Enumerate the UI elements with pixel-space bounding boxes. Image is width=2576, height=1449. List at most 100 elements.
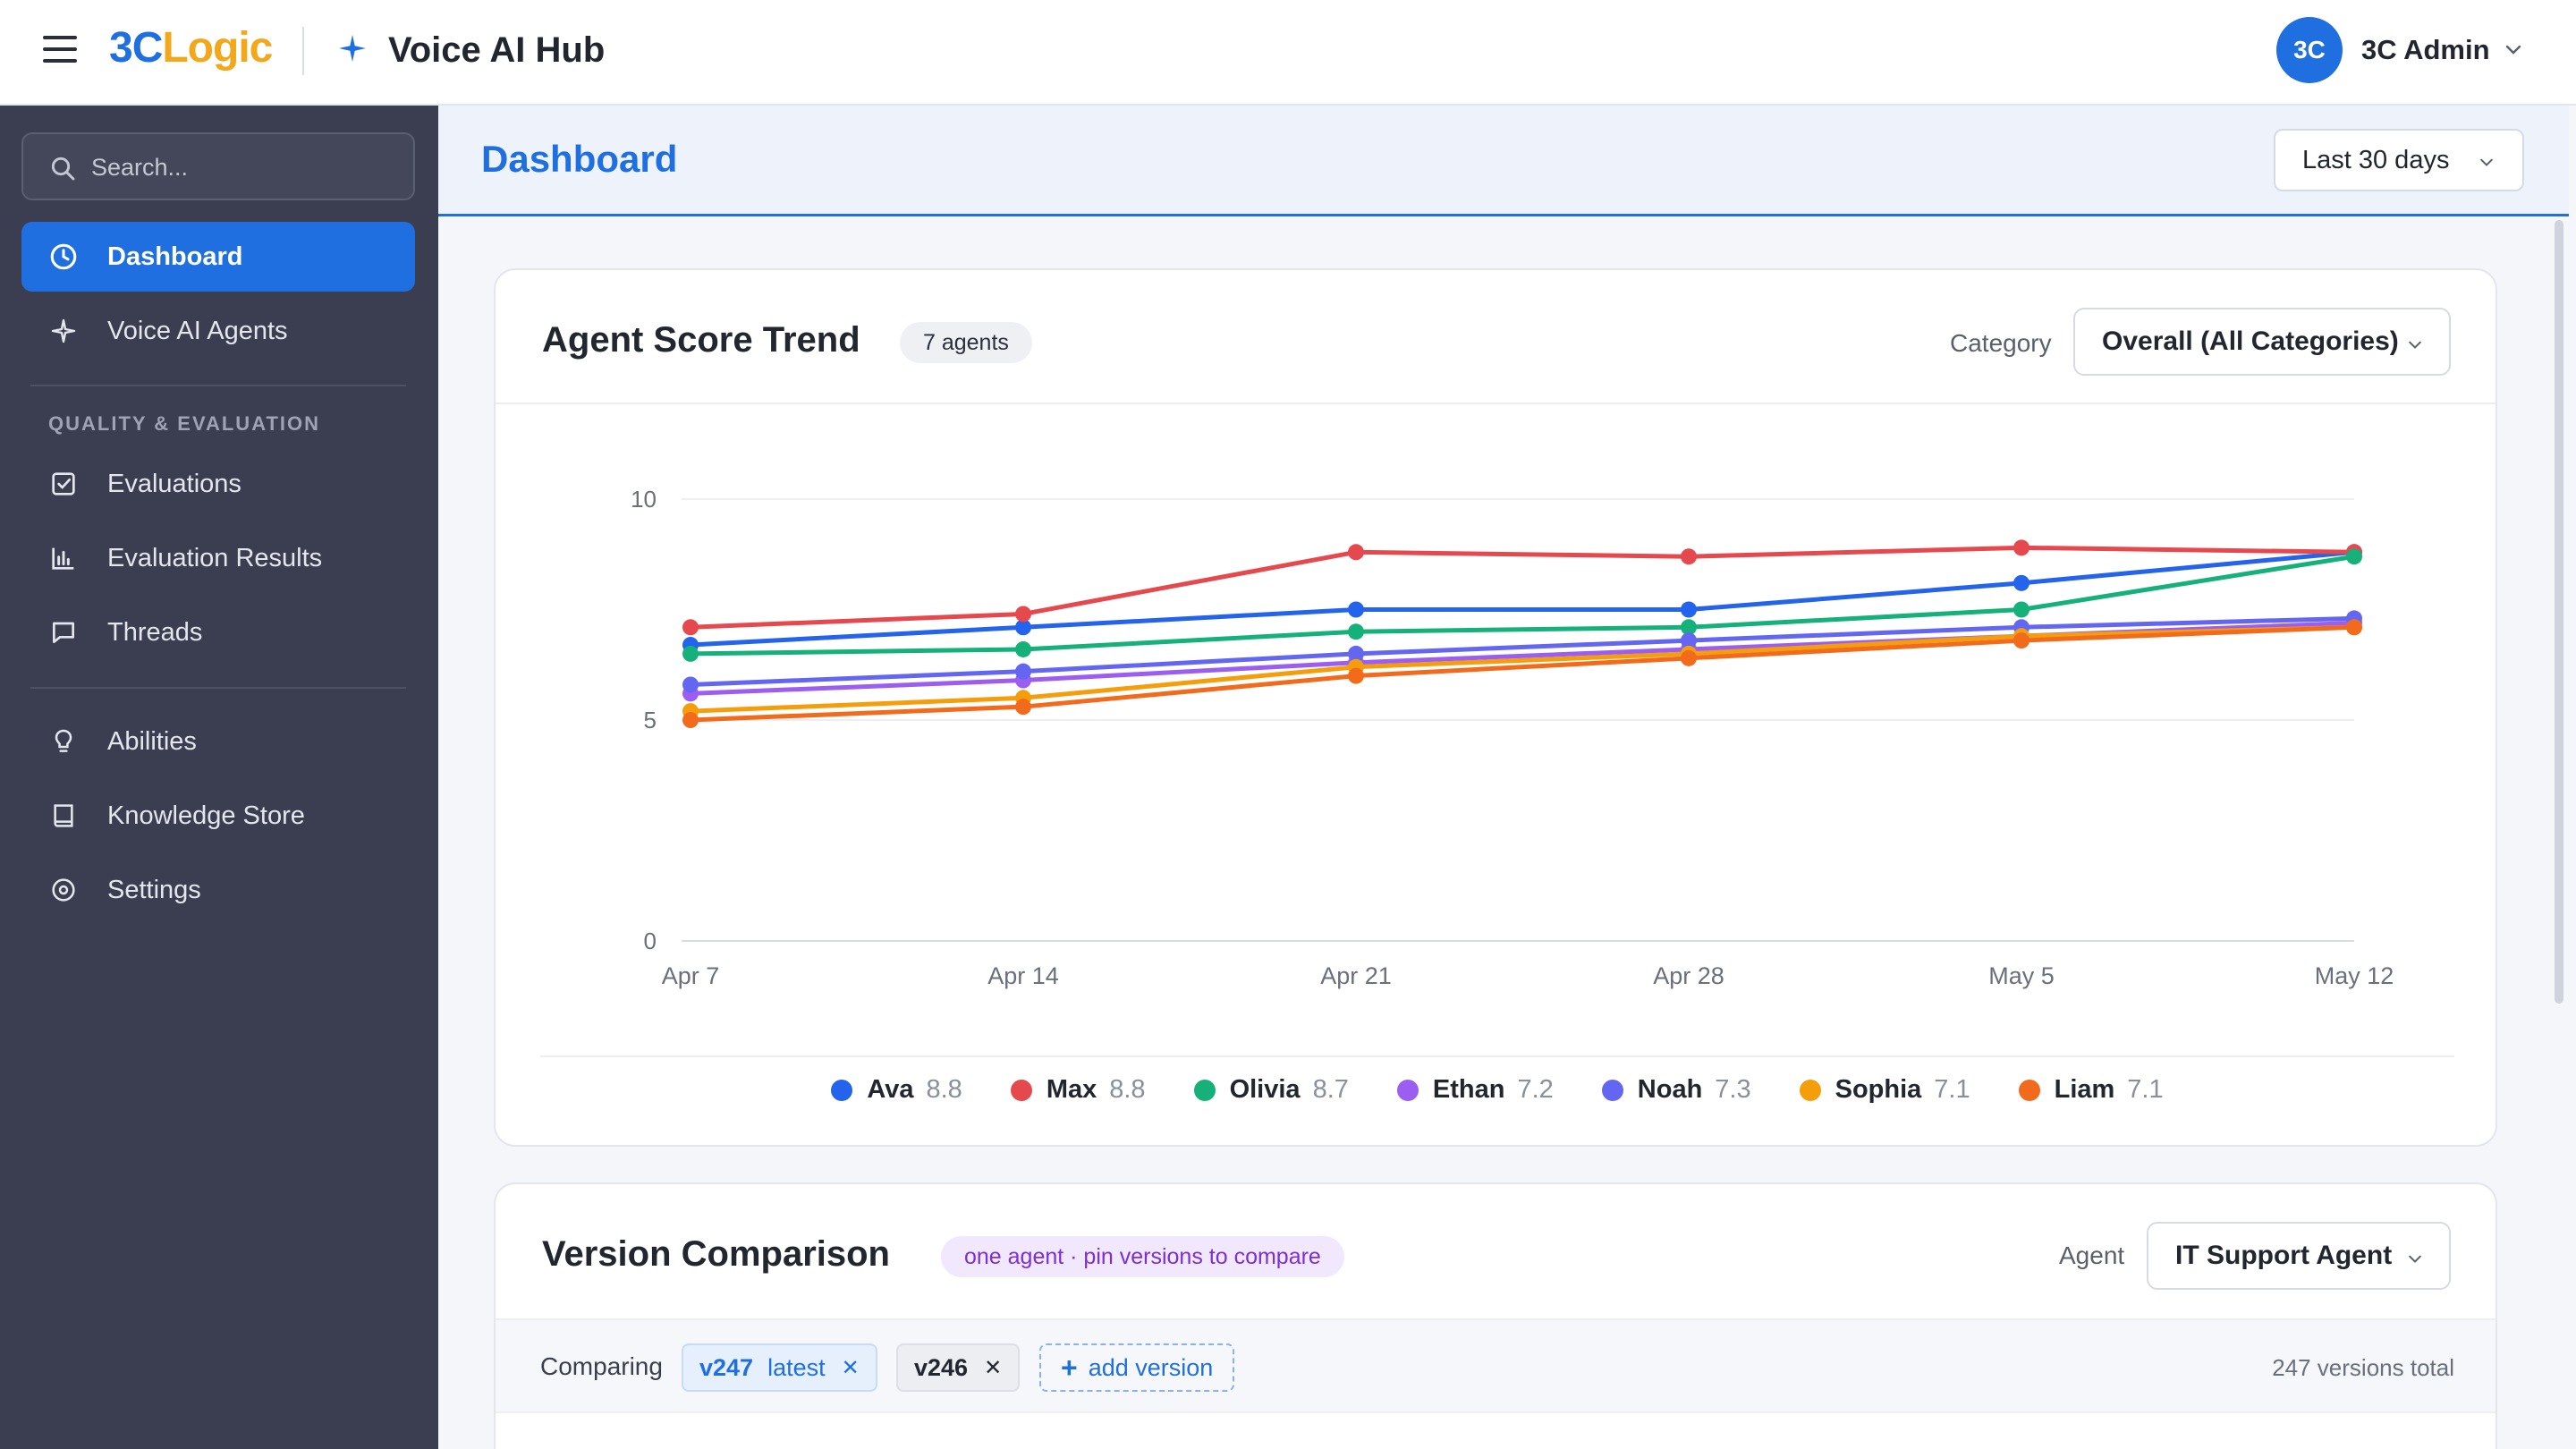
add-version-button[interactable]: + add version <box>1039 1343 1235 1392</box>
sidebar-item-settings[interactable]: Settings <box>21 855 415 925</box>
legend-item-sophia[interactable]: Sophia 7.1 <box>1799 1075 1970 1105</box>
card-title: Agent Score Trend <box>542 320 860 360</box>
hamburger-menu-icon[interactable] <box>43 36 77 64</box>
settings-icon <box>47 873 80 907</box>
chevron-down-icon[interactable] <box>2503 39 2524 61</box>
sidebar-item-label: Abilities <box>107 726 197 756</box>
score-trend-chart: 0 5 10 Apr 7 Apr 14 Apr 21 Apr 28 May 5 May 12 <box>631 486 2394 989</box>
legend-name: Liam <box>2054 1075 2115 1104</box>
scrollbar[interactable] <box>2555 220 2563 1004</box>
close-icon[interactable]: ✕ <box>984 1355 1003 1380</box>
legend-value: 7.1 <box>2127 1075 2164 1104</box>
date-range-select[interactable]: Last 30 days <box>2274 129 2524 191</box>
data-point-max <box>1681 548 1697 565</box>
y-tick-label: 0 <box>644 928 657 954</box>
close-icon[interactable]: ✕ <box>841 1355 860 1380</box>
chevron-down-icon <box>2409 1255 2421 1263</box>
sidebar-item-threads[interactable]: Threads <box>21 597 415 667</box>
brand-logo[interactable]: 3CLogic <box>109 24 273 72</box>
legend-item-noah[interactable]: Noah 7.3 <box>1601 1075 1751 1105</box>
legend-item-ethan[interactable]: Ethan 7.2 <box>1396 1075 1554 1105</box>
sidebar-item-label: Threads <box>107 617 203 647</box>
user-avatar[interactable]: 3C <box>2276 17 2343 83</box>
sidebar-item-knowledge-store[interactable]: Knowledge Store <box>21 781 415 851</box>
y-tick-label: 5 <box>644 707 657 733</box>
legend-value: 7.3 <box>1715 1075 1751 1104</box>
book-icon <box>47 799 80 833</box>
x-tick-label: Apr 28 <box>1653 962 1724 989</box>
chevron-down-icon <box>2409 341 2421 349</box>
legend-name: Ava <box>867 1075 914 1104</box>
data-point-liam <box>2013 632 2029 649</box>
data-point-liam <box>1348 667 1364 684</box>
legend-value: 8.8 <box>926 1075 962 1104</box>
search-input[interactable] <box>91 147 395 188</box>
data-point-max <box>682 619 699 636</box>
data-point-ava <box>1681 601 1697 618</box>
y-tick-label: 10 <box>631 486 657 513</box>
chevron-down-icon <box>2480 158 2493 166</box>
legend-dot <box>1193 1079 1216 1101</box>
card-title: Version Comparison <box>542 1234 890 1274</box>
data-point-liam <box>1015 699 1031 716</box>
agent-select[interactable]: IT Support Agent <box>2147 1222 2451 1290</box>
legend-dot <box>2018 1079 2040 1101</box>
sidebar-item-label: Evaluations <box>107 469 242 498</box>
top-bar: 3CLogic Voice AI Hub 3C 3C Admin <box>0 0 2576 106</box>
legend-item-max[interactable]: Max 8.8 <box>1010 1075 1146 1105</box>
user-name[interactable]: 3C Admin <box>2361 34 2490 65</box>
agent-value: IT Support Agent <box>2175 1241 2393 1270</box>
x-tick-label: Apr 21 <box>1320 962 1392 989</box>
legend-item-liam[interactable]: Liam 7.1 <box>2018 1075 2164 1105</box>
sidebar-item-evaluations[interactable]: Evaluations <box>21 449 415 519</box>
app-title: Voice AI Hub <box>388 30 606 70</box>
version-chip-v246[interactable]: v246 ✕ <box>896 1343 1021 1392</box>
data-point-liam <box>682 712 699 728</box>
sidebar-item-label: Settings <box>107 875 201 904</box>
data-point-olivia <box>2013 601 2029 618</box>
x-tick-label: May 5 <box>1988 962 2055 989</box>
category-select[interactable]: Overall (All Categories) <box>2073 308 2451 376</box>
sidebar-item-voice-ai-agents[interactable]: Voice AI Agents <box>21 296 415 366</box>
legend-item-ava[interactable]: Ava 8.8 <box>831 1075 962 1105</box>
sparkle-icon <box>339 35 366 62</box>
version-chip-v247[interactable]: v247 latest ✕ <box>682 1343 877 1392</box>
data-point-olivia <box>2346 548 2362 565</box>
clock-icon <box>47 240 80 274</box>
series-line-olivia <box>688 554 2357 657</box>
card-divider <box>496 402 2496 404</box>
data-point-ava <box>1015 619 1031 636</box>
legend-name: Max <box>1046 1075 1097 1104</box>
data-point-ava <box>2013 574 2029 591</box>
version-compare-bar: Comparing v247 latest ✕ v246 ✕ + add ver… <box>496 1318 2496 1413</box>
category-value: Overall (All Categories) <box>2102 326 2399 356</box>
sidebar-item-evaluation-results[interactable]: Evaluation Results <box>21 523 415 593</box>
lightbulb-icon <box>47 724 80 758</box>
chart-legend: Ava 8.8 Max 8.8 Olivia 8.7 Ethan 7.2 Noah 7.3 Soph… <box>496 1075 2496 1105</box>
chat-bubble-icon <box>47 615 80 649</box>
legend-value: 8.8 <box>1109 1075 1146 1104</box>
sidebar-item-dashboard[interactable]: Dashboard <box>21 222 415 292</box>
data-point-ava <box>1348 601 1364 618</box>
legend-value: 7.2 <box>1517 1075 1554 1104</box>
data-point-noah <box>1348 645 1364 662</box>
sidebar-item-label: Dashboard <box>107 242 243 271</box>
agent-count-badge: 7 agents <box>900 322 1032 363</box>
sidebar-divider <box>30 385 406 386</box>
checkbox-icon <box>47 467 80 501</box>
series-line-sophia <box>688 624 2357 714</box>
data-point-olivia <box>1015 640 1031 657</box>
legend-name: Ethan <box>1432 1075 1505 1104</box>
sidebar-item-abilities[interactable]: Abilities <box>21 707 415 776</box>
series-line-max <box>688 545 2357 630</box>
sparkle-icon <box>47 314 80 348</box>
version-tag: latest <box>767 1353 826 1381</box>
legend-dot <box>1396 1079 1419 1101</box>
data-point-olivia <box>682 645 699 662</box>
legend-item-olivia[interactable]: Olivia 8.7 <box>1193 1075 1349 1105</box>
comparing-label: Comparing <box>540 1352 663 1380</box>
series-line-liam <box>688 624 2357 723</box>
x-tick-label: Apr 14 <box>987 962 1059 989</box>
legend-value: 7.1 <box>1934 1075 1970 1104</box>
data-point-noah <box>1681 632 1697 649</box>
